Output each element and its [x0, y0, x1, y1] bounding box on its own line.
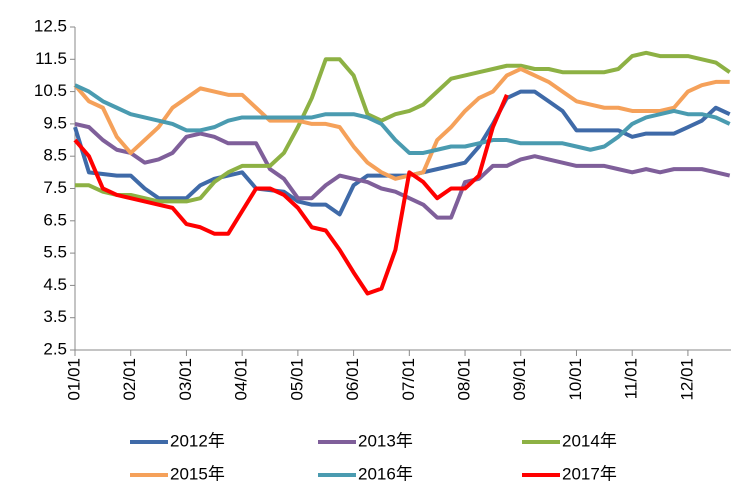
legend-label: 2015年 — [170, 464, 225, 483]
x-tick-label: 09/01 — [510, 358, 529, 401]
legend-label: 2017年 — [562, 464, 617, 483]
series-line — [75, 50, 731, 204]
x-tick-label: 03/01 — [176, 358, 195, 401]
y-tick-label: 6.5 — [43, 210, 67, 229]
legend-label: 2012年 — [170, 431, 225, 450]
series-line — [73, 94, 509, 296]
x-tick-label: 02/01 — [120, 358, 139, 401]
series-line — [73, 66, 730, 181]
x-tick-label: 05/01 — [287, 358, 306, 401]
legend-label: 2014年 — [562, 431, 617, 450]
x-tick-label: 12/01 — [677, 358, 696, 401]
y-tick-label: 2.5 — [43, 339, 67, 358]
legend-label: 2013年 — [358, 431, 413, 450]
y-tick-label: 9.5 — [43, 113, 67, 132]
y-tick-label: 10.5 — [34, 81, 67, 100]
y-tick-label: 8.5 — [43, 146, 67, 165]
y-tick-label: 7.5 — [43, 178, 67, 197]
x-tick-label: 11/01 — [622, 358, 641, 399]
x-tick-label: 01/01 — [64, 358, 83, 401]
x-tick-label: 08/01 — [455, 358, 474, 401]
y-tick-label: 4.5 — [43, 275, 67, 294]
x-tick-label: 06/01 — [343, 358, 362, 401]
series-line — [74, 121, 731, 220]
x-tick-label: 10/01 — [566, 358, 585, 401]
legend-label: 2016年 — [358, 464, 413, 483]
y-tick-label: 5.5 — [43, 243, 67, 262]
x-tick-label: 04/01 — [232, 358, 251, 401]
y-tick-label: 3.5 — [43, 307, 67, 326]
series-line — [74, 83, 731, 155]
y-tick-label: 12.5 — [34, 16, 67, 35]
x-tick-label: 07/01 — [399, 358, 418, 401]
y-tick-label: 11.5 — [35, 49, 67, 68]
